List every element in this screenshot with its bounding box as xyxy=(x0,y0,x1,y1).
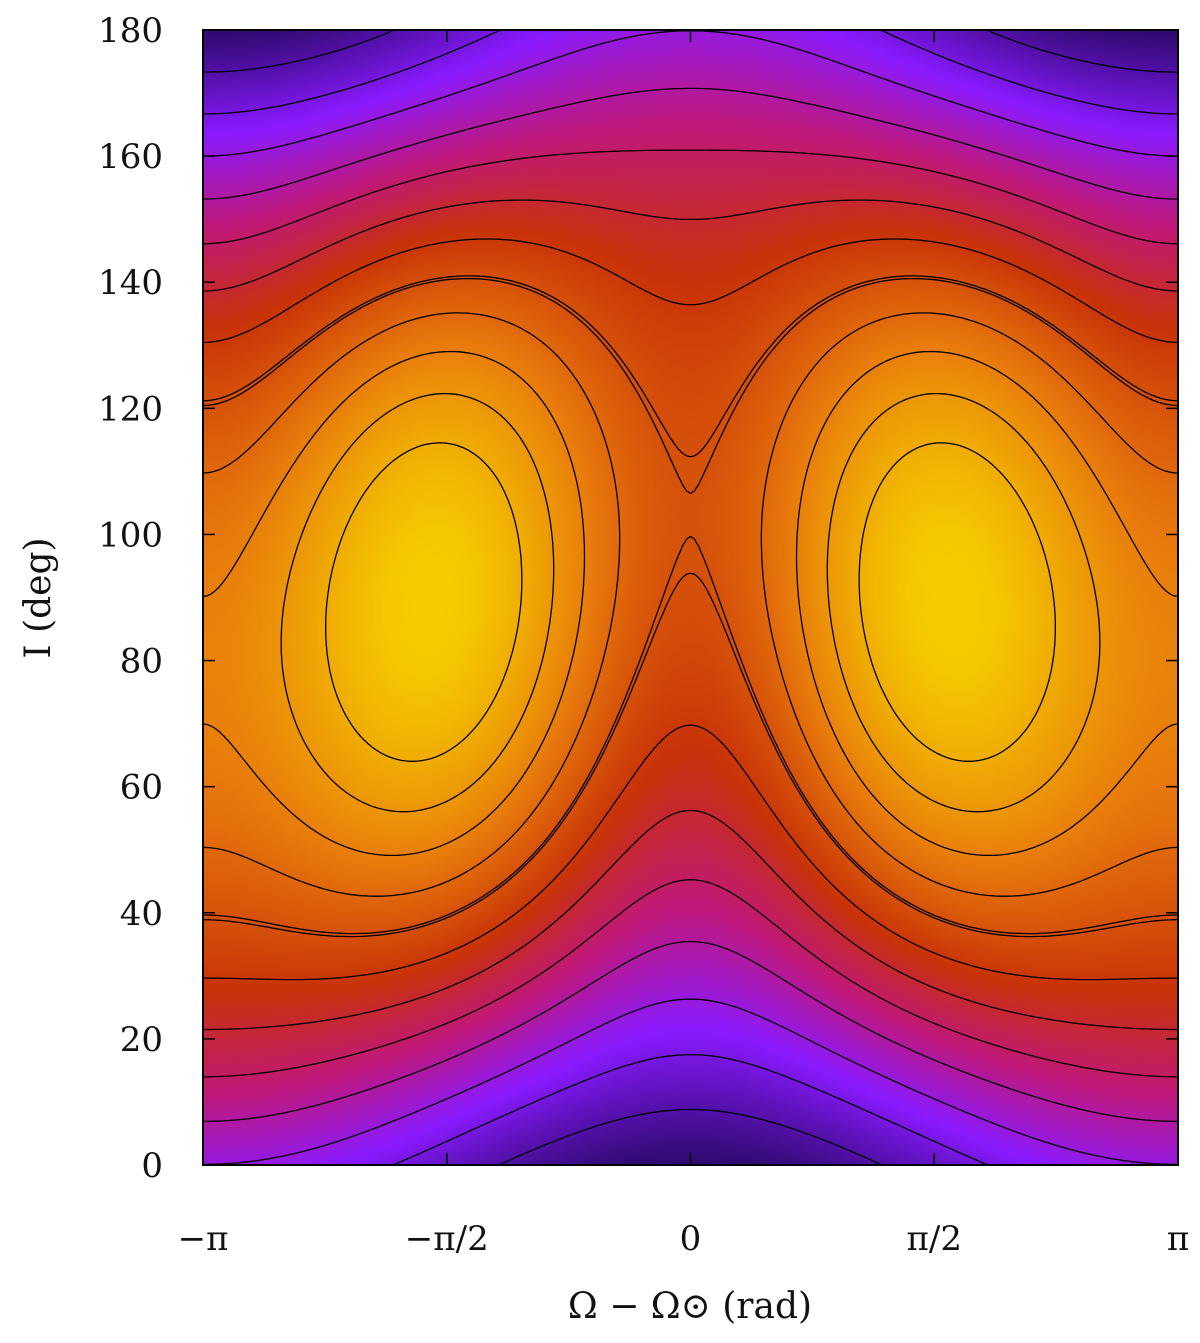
contour-line-8 xyxy=(203,275,1178,938)
x-axis-label: Ω − Ω⊙ (rad) xyxy=(568,1286,812,1327)
x-tick-label: −π/2 xyxy=(405,1219,489,1259)
y-tick-label: 80 xyxy=(120,642,163,682)
y-axis-label: I (deg) xyxy=(18,537,59,658)
x-tick-label: −π xyxy=(178,1219,229,1259)
contour-lines xyxy=(203,30,1178,1165)
x-tick-label: π xyxy=(1167,1219,1189,1259)
y-tick-label: 100 xyxy=(98,515,163,555)
contour-line-9 xyxy=(203,312,1178,897)
x-axis: −π −π/2 0 π/2 π xyxy=(178,30,1189,1259)
y-tick-label: 140 xyxy=(98,263,163,303)
plot-area xyxy=(202,29,1179,1166)
y-tick-label: 180 xyxy=(98,11,163,51)
contour-line-12 xyxy=(325,442,1056,762)
x-tick-label: π/2 xyxy=(907,1219,962,1259)
y-tick-label: 20 xyxy=(120,1020,163,1060)
contour-line-4 xyxy=(203,87,1178,1123)
contour-line-7 xyxy=(203,238,1178,981)
contour-line-13 xyxy=(203,277,1178,935)
contour-line-10 xyxy=(203,350,1178,857)
contour-line-11 xyxy=(280,392,1101,813)
y-tick-label: 60 xyxy=(120,768,163,808)
y-axis: 0 20 40 60 80 100 120 140 160 180 xyxy=(98,11,1178,1186)
contour-line-6 xyxy=(203,199,1178,1031)
contour-line-5 xyxy=(203,149,1178,1078)
y-tick-label: 120 xyxy=(98,389,163,429)
y-tick-label: 160 xyxy=(98,137,163,177)
contour-line-2 xyxy=(203,30,1178,1165)
contour-line-3 xyxy=(203,30,1178,1165)
y-tick-label: 40 xyxy=(120,894,163,934)
y-tick-label: 0 xyxy=(141,1146,163,1186)
x-tick-label: 0 xyxy=(680,1219,702,1259)
contour-line-1 xyxy=(203,30,1178,1165)
